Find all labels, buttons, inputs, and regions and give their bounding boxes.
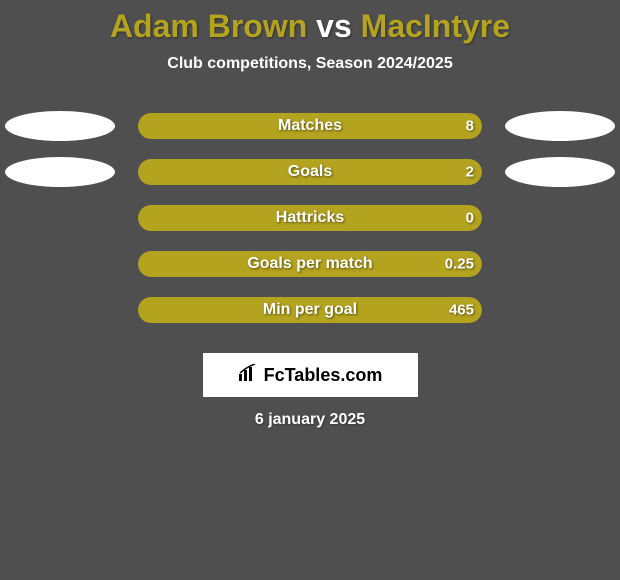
stat-bar: Min per goal 465 bbox=[138, 297, 482, 323]
player2-name: MacIntyre bbox=[361, 8, 510, 44]
avatar-left bbox=[5, 157, 115, 187]
avatar-right bbox=[505, 157, 615, 187]
stat-row: Hattricks 0 bbox=[0, 195, 620, 241]
avatar-left bbox=[5, 111, 115, 141]
player1-name: Adam Brown bbox=[110, 8, 307, 44]
stat-label: Hattricks bbox=[276, 209, 344, 227]
stat-label: Goals per match bbox=[247, 255, 372, 273]
stat-value-right: 0.25 bbox=[445, 256, 474, 273]
stat-row: Min per goal 465 bbox=[0, 287, 620, 333]
stat-value-right: 8 bbox=[466, 118, 474, 135]
subtitle: Club competitions, Season 2024/2025 bbox=[0, 55, 620, 73]
stat-bar: Matches 8 bbox=[138, 113, 482, 139]
chart-icon bbox=[238, 364, 258, 387]
stats-area: Matches 8 Goals 2 Hattricks 0 Goals per match 0… bbox=[0, 103, 620, 333]
date-text: 6 january 2025 bbox=[0, 411, 620, 429]
page-title: Adam Brown vs MacIntyre bbox=[0, 8, 620, 45]
brand-box[interactable]: FcTables.com bbox=[203, 353, 418, 397]
infographic-container: Adam Brown vs MacIntyre Club competition… bbox=[0, 8, 620, 429]
vs-text: vs bbox=[307, 8, 360, 44]
stat-bar: Goals per match 0.25 bbox=[138, 251, 482, 277]
avatar-right bbox=[505, 111, 615, 141]
stat-label: Min per goal bbox=[263, 301, 357, 319]
stat-bar: Hattricks 0 bbox=[138, 205, 482, 231]
stat-value-right: 0 bbox=[466, 210, 474, 227]
stat-value-right: 2 bbox=[466, 164, 474, 181]
brand-text: FcTables.com bbox=[264, 365, 383, 386]
stat-label: Matches bbox=[278, 117, 342, 135]
stat-row: Goals 2 bbox=[0, 149, 620, 195]
stat-row: Matches 8 bbox=[0, 103, 620, 149]
stat-value-right: 465 bbox=[449, 302, 474, 319]
stat-bar: Goals 2 bbox=[138, 159, 482, 185]
stat-label: Goals bbox=[288, 163, 332, 181]
stat-row: Goals per match 0.25 bbox=[0, 241, 620, 287]
